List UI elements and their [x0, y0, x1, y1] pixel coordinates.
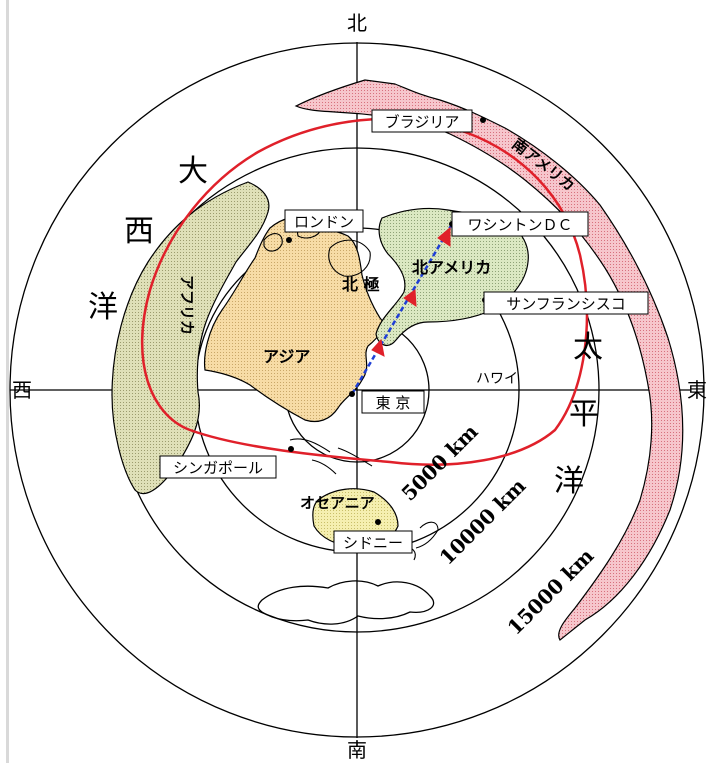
washington-label-box	[451, 211, 589, 237]
sydney-label: シドニー	[343, 534, 403, 552]
singapore-dot	[288, 446, 294, 452]
oceania-label: オセアニア	[300, 494, 375, 512]
route-arrow-3	[437, 226, 451, 247]
london-label: ロンドン	[294, 213, 354, 231]
north-america-label: 北アメリカ	[412, 258, 491, 277]
distance-15000: 15000 km	[503, 544, 599, 640]
distance-10000: 10000 km	[435, 474, 531, 570]
atlantic-char-3: 洋	[88, 290, 118, 325]
sydney-dot	[375, 519, 381, 525]
tokyo-dot	[349, 391, 355, 397]
asia-shape	[203, 217, 384, 423]
indonesia-shape	[289, 438, 373, 475]
pacific-char-1: 太	[573, 330, 603, 365]
atlantic-char-1: 大	[178, 154, 208, 189]
route-arrow-1	[371, 338, 385, 357]
brasilia-label: ブラジリア	[385, 113, 460, 131]
greenland-shape	[328, 239, 371, 277]
atlantic-char-2: 西	[124, 214, 154, 249]
compass-west: 西	[12, 378, 32, 402]
tokyo-label-box	[361, 390, 425, 414]
sydney-label-box	[333, 530, 413, 554]
route-line	[350, 223, 454, 395]
london-label-box	[284, 209, 364, 233]
tokyo-label: 東 京	[376, 394, 411, 412]
pacific-char-3: 洋	[554, 464, 584, 499]
sanfrancisco-label: サンフランシスコ	[506, 295, 626, 313]
asia-label: アジア	[263, 347, 310, 366]
route-arrow-2	[403, 289, 417, 307]
brasilia-dot	[480, 117, 486, 123]
compass-east: 東	[687, 378, 707, 402]
singapore-label: シンガポール	[173, 459, 263, 477]
antarctica-shape	[257, 580, 435, 625]
brasilia-label-box	[371, 109, 473, 133]
left-border	[6, 0, 9, 763]
north-pole-label: 北 極	[342, 275, 380, 294]
red-circle	[140, 117, 589, 466]
sanfrancisco-label-box	[483, 291, 649, 315]
london-dot	[286, 237, 292, 243]
singapore-label-box	[159, 455, 277, 479]
compass-north: 北	[347, 11, 367, 35]
hawaii-label: ハワイ	[476, 371, 518, 387]
compass-south: 南	[347, 738, 367, 762]
british-isles-shape	[263, 233, 283, 252]
africa-label: アフリカ	[178, 275, 196, 335]
washington-label: ワシントンＤＣ	[467, 216, 572, 234]
pacific-char-2: 平	[569, 397, 599, 432]
